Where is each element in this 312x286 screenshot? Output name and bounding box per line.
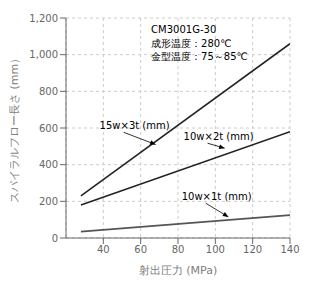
svg-text:60: 60 — [134, 244, 147, 255]
svg-text:スパイラルフロー長さ (mm）: スパイラルフロー長さ (mm） — [8, 53, 21, 203]
html-text:CM3001G-30 成形温度：280℃ 金型温度：75～8: CM3001G-30 成形温度：280℃ 金型温度：75～85℃ — [151, 24, 248, 62]
svg-text:600: 600 — [39, 123, 58, 134]
svg-text:1,200: 1,200 — [29, 13, 58, 24]
svg-text:200: 200 — [39, 196, 58, 207]
svg-text:1,000: 1,000 — [29, 49, 58, 60]
svg-text:400: 400 — [39, 159, 58, 170]
svg-text:80: 80 — [172, 244, 185, 255]
svg-text:15w×3t (mm): 15w×3t (mm) — [100, 120, 170, 131]
svg-text:10w×2t (mm): 10w×2t (mm) — [184, 131, 254, 142]
svg-text:射出圧力 (MPa): 射出圧力 (MPa) — [139, 264, 217, 277]
svg-text:120: 120 — [243, 244, 262, 255]
svg-text:10w×1t (mm): 10w×1t (mm) — [182, 191, 252, 202]
svg-text:140: 140 — [280, 244, 299, 255]
svg-text:40: 40 — [97, 244, 110, 255]
svg-text:0: 0 — [52, 233, 58, 244]
svg-text:100: 100 — [206, 244, 225, 255]
svg-text:800: 800 — [39, 86, 58, 97]
